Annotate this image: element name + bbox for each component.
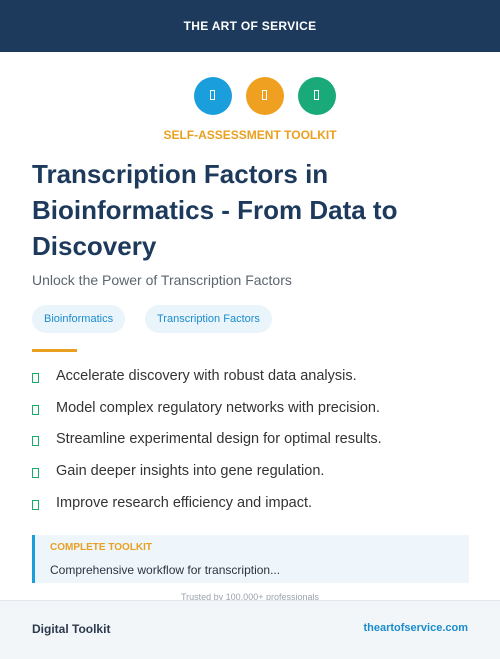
header-band xyxy=(0,0,500,52)
icon xyxy=(298,77,336,115)
tag[interactable]: Transcription Factors xyxy=(145,305,272,333)
bullet-icon xyxy=(32,373,39,383)
footer-link[interactable]: theartofservice.com xyxy=(363,622,468,634)
subtitle: Unlock the Power of Transcription Factor… xyxy=(32,272,292,288)
brand: THE ART OF SERVICE xyxy=(183,19,317,33)
benefit: Improve research efficiency and impact. xyxy=(56,494,313,511)
benefit: Gain deeper insights into gene regulatio… xyxy=(56,463,325,480)
accent-rule xyxy=(32,349,77,352)
benefit: Model complex regulatory networks with p… xyxy=(56,399,380,416)
benefit: Streamline experimental design for optim… xyxy=(56,431,382,448)
bullet-icon xyxy=(32,499,39,510)
trust-note: Trusted by 100,000+ professionals xyxy=(180,592,319,602)
callout xyxy=(32,535,469,583)
icon xyxy=(194,77,232,115)
callout-text: Comprehensive workflow for transcription… xyxy=(50,563,281,577)
bullet-icon xyxy=(32,468,39,479)
title: Transcription Factors in Bioinformatics … xyxy=(32,159,398,261)
icon xyxy=(246,77,284,115)
bullet-icon xyxy=(32,436,39,447)
benefit: Accelerate discovery with robust data an… xyxy=(56,368,357,384)
tag[interactable]: Bioinformatics xyxy=(32,305,126,333)
kicker: SELF-ASSESSMENT TOOLKIT xyxy=(163,128,337,142)
callout-label: COMPLETE TOOLKIT xyxy=(50,542,153,553)
bullet-icon xyxy=(32,404,39,415)
footer xyxy=(0,600,500,659)
footer-label: Digital Toolkit xyxy=(32,622,111,636)
